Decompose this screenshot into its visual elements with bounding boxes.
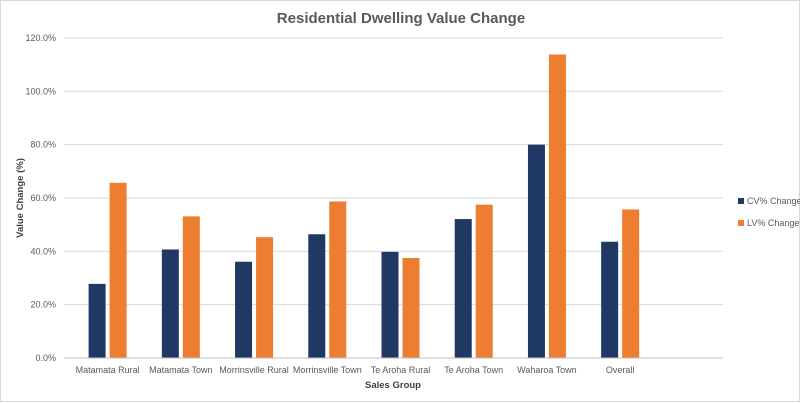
chart-title: Residential Dwelling Value Change: [277, 10, 525, 27]
x-tick-label: Morrinsville Rural: [219, 365, 289, 375]
y-tick-label: 80.0%: [30, 140, 56, 150]
y-tick-label: 0.0%: [35, 353, 56, 363]
bar-lv-2: [256, 237, 274, 358]
y-tick-label: 60.0%: [30, 193, 56, 203]
y-tick-label: 20.0%: [30, 300, 56, 310]
bar-lv-3: [329, 201, 347, 358]
x-axis-title: Sales Group: [365, 380, 421, 391]
legend-swatch: [738, 220, 744, 226]
bar-cv-7: [601, 241, 619, 358]
bar-cv-6: [527, 144, 545, 358]
x-tick-label: Morrinsville Town: [293, 365, 362, 375]
x-tick-label: Te Aroha Rural: [371, 365, 431, 375]
legend-swatch: [738, 198, 744, 204]
bar-lv-0: [109, 182, 127, 358]
x-axis-ticks: Matamata Rural Matamata Town Morrinsville …: [76, 365, 635, 375]
bar-lv-5: [475, 204, 493, 358]
x-tick-label: Te Aroha Town: [444, 365, 503, 375]
legend-label: LV% Change: [747, 218, 799, 228]
bar-lv-6: [548, 54, 566, 359]
x-tick-label: Matamata Rural: [76, 365, 140, 375]
bar-cv-3: [308, 234, 326, 358]
y-tick-label: 100.0%: [25, 86, 56, 96]
x-tick-label: Matamata Town: [149, 365, 212, 375]
bar-lv-1: [182, 216, 200, 358]
y-tick-label: 40.0%: [30, 246, 56, 256]
legend-label: CV% Change: [747, 196, 800, 206]
y-axis-title: Value Change (%): [15, 158, 26, 238]
bar-lv-7: [622, 209, 640, 358]
bar-lv-4: [402, 258, 420, 358]
x-tick-label: Waharoa Town: [517, 365, 577, 375]
y-tick-label: 120.0%: [25, 33, 56, 43]
legend: CV% Change LV% Change: [738, 196, 800, 228]
bar-cv-0: [88, 283, 106, 358]
y-axis-ticks: 0.0% 20.0% 40.0% 60.0% 80.0% 100.0% 120.0%: [25, 33, 56, 363]
x-tick-label: Overall: [606, 365, 635, 375]
bars: [88, 54, 640, 359]
bar-cv-4: [381, 251, 399, 358]
bar-cv-2: [235, 261, 253, 358]
bar-cv-5: [454, 219, 472, 358]
bar-cv-1: [161, 249, 179, 358]
